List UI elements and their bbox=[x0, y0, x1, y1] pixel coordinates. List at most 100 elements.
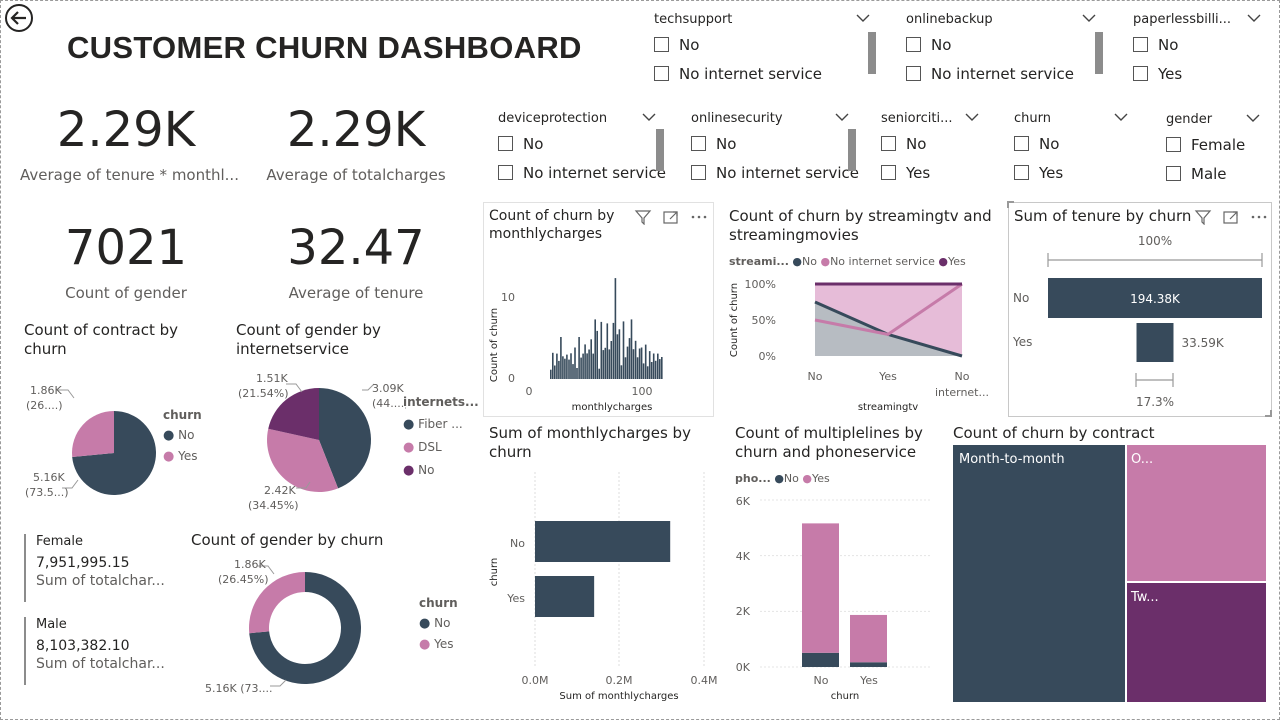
tenure-funnel-chart[interactable]: 100% 194.38K No 33.59K Yes 17.3% bbox=[1009, 230, 1269, 412]
x-tick: 100 bbox=[632, 385, 653, 398]
chevron-down-icon[interactable] bbox=[835, 111, 849, 123]
more-options-icon[interactable] bbox=[1250, 209, 1268, 225]
chevron-down-icon[interactable] bbox=[1246, 112, 1260, 124]
slicer-option[interactable]: No internet service bbox=[498, 158, 668, 187]
more-options-icon[interactable] bbox=[690, 209, 708, 225]
legend-item[interactable]: ● Fiber ... bbox=[403, 417, 463, 432]
hist-bar bbox=[650, 362, 653, 379]
slicer-option[interactable]: Male bbox=[1166, 159, 1266, 188]
gender-donut-chart[interactable]: 1.86K (26.45%) 5.16K (73.... bbox=[196, 552, 416, 702]
checkbox[interactable] bbox=[1166, 137, 1181, 152]
checkbox[interactable] bbox=[654, 37, 669, 52]
chevron-down-icon[interactable] bbox=[965, 111, 979, 123]
slicer-option[interactable]: No internet service bbox=[906, 59, 1106, 88]
chevron-down-icon[interactable] bbox=[856, 12, 870, 24]
scrollbar[interactable] bbox=[868, 32, 876, 74]
label-no: 1.51K bbox=[256, 372, 288, 385]
legend-dot: ● bbox=[820, 255, 831, 268]
pie-slice-yes bbox=[72, 411, 114, 457]
checkbox[interactable] bbox=[691, 165, 706, 180]
slicer-option[interactable]: No internet service bbox=[654, 59, 874, 88]
slicer-option[interactable]: Yes bbox=[1014, 158, 1134, 187]
x-axis-label: churn bbox=[831, 691, 859, 702]
legend-label[interactable]: No bbox=[783, 472, 799, 485]
slicer-option[interactable]: No bbox=[498, 129, 668, 158]
multilines-legend: pho... ●No ●Yes bbox=[735, 472, 830, 485]
resize-handle[interactable] bbox=[1265, 410, 1272, 417]
chevron-down-icon[interactable] bbox=[642, 111, 656, 123]
legend-item[interactable]: ● No bbox=[403, 463, 435, 478]
checkbox[interactable] bbox=[1014, 136, 1029, 151]
hist-bar bbox=[558, 360, 560, 379]
focus-mode-icon[interactable] bbox=[662, 209, 680, 225]
resize-handle[interactable] bbox=[1007, 201, 1014, 208]
scrollbar[interactable] bbox=[1095, 32, 1103, 74]
slicer-onlinebackup[interactable]: onlinebackup No No internet service bbox=[906, 12, 1106, 88]
slicer-option[interactable]: No internet service bbox=[691, 158, 861, 187]
y-axis-label: Count of churn bbox=[729, 283, 740, 357]
legend-item[interactable]: ● Yes bbox=[419, 637, 454, 652]
treemap-chart[interactable]: Month-to-month O... Tw... bbox=[953, 445, 1268, 704]
slicer-option[interactable]: No bbox=[1014, 129, 1134, 158]
filter-icon[interactable] bbox=[1194, 209, 1212, 225]
slicer-onlinesecurity[interactable]: onlinesecurity No No internet service bbox=[691, 111, 861, 187]
slicer-deviceprotection[interactable]: deviceprotection No No internet service bbox=[498, 111, 668, 187]
top-bracket bbox=[1047, 253, 1263, 267]
checkbox[interactable] bbox=[1166, 166, 1181, 181]
slicer-techsupport[interactable]: techsupport No No internet service bbox=[654, 12, 876, 88]
internet-pie-chart[interactable]: 1.51K (21.54%) 3.09K (44....) 2.42K (34.… bbox=[230, 370, 406, 512]
checkbox[interactable] bbox=[498, 136, 513, 151]
slicer-option[interactable]: No bbox=[906, 30, 1106, 59]
slicer-gender[interactable]: gender Female Male bbox=[1166, 112, 1266, 188]
checkbox[interactable] bbox=[881, 165, 896, 180]
legend-item[interactable]: ● No bbox=[419, 616, 451, 631]
chevron-down-icon[interactable] bbox=[1114, 111, 1128, 123]
slicer-option[interactable]: No bbox=[691, 129, 861, 158]
checkbox[interactable] bbox=[498, 165, 513, 180]
slicer-churn[interactable]: churn No Yes bbox=[1014, 111, 1134, 187]
legend-label[interactable]: Yes bbox=[948, 255, 966, 268]
legend-item[interactable]: ● Yes bbox=[163, 449, 198, 464]
checkbox[interactable] bbox=[906, 66, 921, 81]
x-tick: No bbox=[955, 370, 970, 383]
monthly-hist-visual[interactable] bbox=[483, 202, 714, 417]
multilines-chart[interactable]: 6K 4K 2K 0K No Yes churn bbox=[730, 490, 940, 704]
checkbox[interactable] bbox=[881, 136, 896, 151]
checkbox[interactable] bbox=[691, 136, 706, 151]
legend-label[interactable]: No bbox=[802, 255, 817, 268]
slicer-option[interactable]: No bbox=[881, 129, 991, 158]
slicer-paperlessbilling[interactable]: paperlessbilli... No Yes bbox=[1133, 12, 1273, 88]
checkbox[interactable] bbox=[1014, 165, 1029, 180]
legend-label[interactable]: No internet service bbox=[830, 255, 935, 268]
hist-bar bbox=[640, 347, 643, 379]
y-axis-label: churn bbox=[489, 558, 500, 586]
streaming-area-chart[interactable]: Count of churn 100% 50% 0% No Yes No int… bbox=[724, 272, 994, 414]
chevron-down-icon[interactable] bbox=[1247, 12, 1261, 24]
slicer-option[interactable]: No bbox=[654, 30, 874, 59]
donut-slice-yes bbox=[249, 572, 305, 634]
monthly-hist-chart[interactable]: Count of churn 10 0 0 100 monthlycharges bbox=[485, 250, 710, 414]
focus-mode-icon[interactable] bbox=[1222, 209, 1240, 225]
scrollbar[interactable] bbox=[656, 129, 664, 171]
filter-icon[interactable] bbox=[634, 209, 652, 225]
label-yes-pct: (26....) bbox=[26, 399, 63, 412]
legend-item[interactable]: ● DSL bbox=[403, 440, 442, 455]
checkbox[interactable] bbox=[654, 66, 669, 81]
monthly-bar-chart[interactable]: churn No Yes 0.0M 0.2M 0.4M Sum of month… bbox=[485, 462, 720, 704]
checkbox[interactable] bbox=[1133, 66, 1148, 81]
slicer-option[interactable]: Yes bbox=[1133, 59, 1273, 88]
slicer-option[interactable]: No bbox=[1133, 30, 1273, 59]
slicer-option[interactable]: Female bbox=[1166, 130, 1266, 159]
checkbox[interactable] bbox=[1133, 37, 1148, 52]
legend-item[interactable]: ● No bbox=[163, 428, 195, 443]
tenure-funnel-visual[interactable] bbox=[1008, 202, 1272, 417]
slicer-seniorcitizen[interactable]: seniorciti... No Yes bbox=[881, 111, 991, 187]
checkbox[interactable] bbox=[906, 37, 921, 52]
slicer-option[interactable]: Yes bbox=[881, 158, 991, 187]
back-arrow-icon[interactable] bbox=[4, 3, 34, 33]
scrollbar[interactable] bbox=[848, 129, 856, 171]
contract-pie-chart[interactable]: 1.86K (26....) 5.16K (73.5...) bbox=[20, 376, 220, 506]
tenure-funnel-title: Sum of tenure by churn bbox=[1014, 207, 1192, 225]
chevron-down-icon[interactable] bbox=[1082, 12, 1096, 24]
legend-label[interactable]: Yes bbox=[812, 472, 830, 485]
